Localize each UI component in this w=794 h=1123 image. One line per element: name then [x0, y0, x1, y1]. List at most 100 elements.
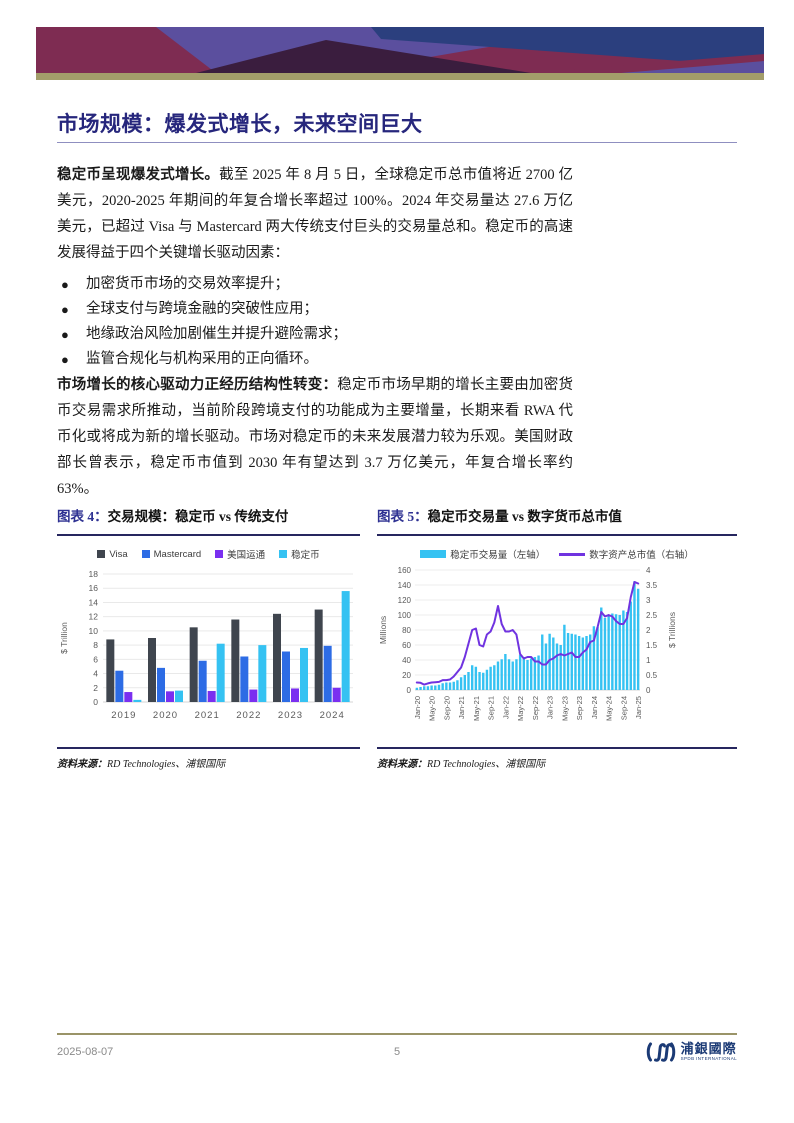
bullet-icon: ●: [61, 352, 69, 367]
figure-4-label: 图表 4：: [57, 509, 108, 524]
figure-4-chart: Visa Mastercard 美国运通 稳定币 0 2 4 6 8 10 12 14 16 18 $ T…: [57, 546, 360, 741]
svg-text:1: 1: [646, 656, 651, 665]
paragraph-stablecoin-growth: 稳定币呈现爆发式增长。截至 2025 年 8 月 5 日，全球稳定币总市值将近 …: [57, 162, 573, 266]
svg-text:2021: 2021: [195, 710, 220, 721]
svg-text:40: 40: [402, 656, 411, 665]
bar-chart-transaction-volume: 0 2 4 6 8 10 12 14 16 18 $ Trillion 2019 2020 2021 202…: [59, 569, 353, 721]
svg-text:May-21: May-21: [472, 696, 481, 721]
company-logo: 浦銀國際 SPDB INTERNATIONAL: [646, 1040, 737, 1064]
svg-text:10: 10: [89, 626, 99, 636]
svg-text:Jan-24: Jan-24: [590, 696, 599, 719]
source-text: RD Technologies、浦银国际: [107, 759, 226, 770]
combo-chart-stablecoin-volume-marketcap: 0 20 40 60 80 100 120 140 160 0 0.5 1 1.5 2 2.5 3 3.5 4 Mi…: [378, 566, 677, 721]
svg-text:2.5: 2.5: [646, 611, 658, 620]
legend-item: Mastercard: [141, 549, 201, 560]
svg-text:2023: 2023: [278, 710, 303, 721]
bullet-icon: ●: [61, 302, 69, 317]
figure-5: 图表 5：稳定币交易量 vs 数字货币总市值 稳定币交易量（左轴） 数字资产总市值…: [377, 508, 737, 770]
svg-text:2024: 2024: [320, 710, 345, 721]
banner-gradient-shapes: [36, 27, 764, 73]
svg-text:Millions: Millions: [378, 616, 388, 644]
logo-en-text: SPDB INTERNATIONAL: [680, 1056, 737, 1062]
svg-text:120: 120: [398, 596, 412, 605]
svg-text:Sep-22: Sep-22: [531, 696, 540, 720]
svg-text:6: 6: [93, 654, 98, 664]
figure-4-bottom-rule: [57, 747, 360, 749]
figure-4-title-text: 交易规模：稳定币 vs 传统支付: [107, 509, 289, 524]
legend-item: Visa: [97, 549, 128, 560]
svg-text:20: 20: [402, 671, 411, 680]
svg-text:2: 2: [646, 626, 651, 635]
figure-5-bottom-rule: [377, 747, 737, 749]
svg-text:2020: 2020: [153, 710, 178, 721]
svg-text:Jan-23: Jan-23: [546, 696, 555, 719]
legend-item: 稳定币交易量（左轴）: [420, 547, 545, 561]
source-label: 资料来源：: [377, 759, 427, 770]
footer-date: 2025-08-07: [57, 1046, 114, 1058]
figure-5-top-rule: [377, 534, 737, 536]
figure-5-label: 图表 5：: [377, 509, 428, 524]
figure-5-title: 图表 5：稳定币交易量 vs 数字货币总市值: [377, 508, 737, 526]
svg-text:100: 100: [398, 611, 412, 620]
paragraph-lead: 市场增长的核心驱动力正经历结构性转变：: [57, 377, 338, 393]
svg-text:16: 16: [89, 583, 99, 593]
svg-text:0: 0: [646, 686, 651, 695]
figure-4-title: 图表 4：交易规模：稳定币 vs 传统支付: [57, 508, 360, 526]
banner-tan-strip: [36, 73, 764, 80]
svg-text:80: 80: [402, 626, 411, 635]
paragraph-lead: 稳定币呈现爆发式增长。: [57, 167, 220, 183]
svg-text:May-22: May-22: [516, 696, 525, 721]
source-label: 资料来源：: [57, 759, 107, 770]
figure-4-legend: Visa Mastercard 美国运通 稳定币: [57, 546, 360, 562]
paragraph-market-drivers: 市场增长的核心驱动力正经历结构性转变：稳定币市场早期的增长主要由加密货币交易需求…: [57, 372, 573, 502]
svg-text:Sep-24: Sep-24: [619, 696, 628, 720]
svg-text:Jan-25: Jan-25: [634, 696, 643, 719]
list-item-text: 全球支付与跨境金融的突破性应用；: [86, 301, 318, 317]
svg-text:60: 60: [402, 641, 411, 650]
source-text: RD Technologies、浦银国际: [427, 759, 546, 770]
svg-text:140: 140: [398, 581, 412, 590]
figure-4-top-rule: [57, 534, 360, 536]
logo-cn-text: 浦銀國際: [680, 1041, 737, 1057]
svg-text:Sep-20: Sep-20: [442, 696, 451, 720]
legend-item: 美国运通: [215, 547, 265, 561]
legend-item: 数字资产总市值（右轴）: [559, 547, 694, 561]
svg-text:May-24: May-24: [605, 696, 614, 721]
header-banner-graphic: [36, 27, 764, 73]
svg-text:2019: 2019: [111, 710, 136, 721]
svg-text:160: 160: [398, 566, 412, 575]
svg-text:Sep-23: Sep-23: [575, 696, 584, 720]
page-number: 5: [393, 1046, 401, 1058]
bullet-icon: ●: [61, 327, 69, 342]
paragraph-body: 稳定币市场早期的增长主要由加密货币交易需求所推动，当前阶段跨境支付的功能成为主要…: [57, 377, 573, 497]
svg-text:Jan-20: Jan-20: [413, 696, 422, 719]
svg-text:1.5: 1.5: [646, 641, 658, 650]
svg-text:Sep-21: Sep-21: [487, 696, 496, 720]
svg-text:May-20: May-20: [428, 696, 437, 721]
figure-5-title-text: 稳定币交易量 vs 数字货币总市值: [427, 509, 622, 524]
svg-text:May-23: May-23: [560, 696, 569, 721]
figure-4: 图表 4：交易规模：稳定币 vs 传统支付 Visa Mastercard 美国运通…: [57, 508, 360, 770]
svg-text:$ Trillion: $ Trillion: [59, 622, 69, 654]
figure-5-source: 资料来源：RD Technologies、浦银国际: [377, 755, 737, 770]
title-divider: [57, 142, 737, 143]
svg-text:12: 12: [89, 612, 99, 622]
figure-4-source: 资料来源：RD Technologies、浦银国际: [57, 755, 360, 770]
svg-text:3: 3: [646, 596, 651, 605]
svg-text:8: 8: [93, 640, 98, 650]
svg-text:0: 0: [407, 686, 412, 695]
svg-text:0: 0: [93, 697, 98, 707]
list-item: ● 加密货币市场的交易效率提升；: [57, 272, 573, 297]
footer-divider: [57, 1033, 737, 1035]
figure-5-chart: 稳定币交易量（左轴） 数字资产总市值（右轴） 0 20 40 60 80 100 120 140…: [377, 546, 737, 745]
list-item-text: 监管合规化与机构采用的正向循环。: [86, 351, 318, 367]
legend-item: 稳定币: [279, 547, 320, 561]
list-item: ● 监管合规化与机构采用的正向循环。: [57, 347, 573, 372]
svg-text:3.5: 3.5: [646, 581, 658, 590]
svg-text:14: 14: [89, 597, 99, 607]
list-item-text: 地缘政治风险加剧催生并提升避险需求；: [86, 326, 347, 342]
svg-text:18: 18: [89, 569, 99, 579]
list-item: ● 地缘政治风险加剧催生并提升避险需求；: [57, 322, 573, 347]
bullet-icon: ●: [61, 277, 69, 292]
page-title: 市场规模：爆发式增长，未来空间巨大: [57, 112, 423, 136]
